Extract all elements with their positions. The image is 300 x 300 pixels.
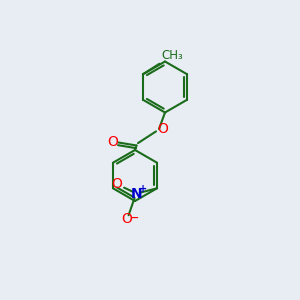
Text: O: O (158, 122, 168, 136)
Text: CH₃: CH₃ (161, 49, 183, 62)
Text: O: O (111, 177, 122, 191)
Text: −: − (130, 213, 139, 223)
Text: O: O (122, 212, 133, 226)
Text: +: + (139, 184, 147, 194)
Text: O: O (108, 135, 118, 149)
Text: N: N (130, 187, 142, 201)
